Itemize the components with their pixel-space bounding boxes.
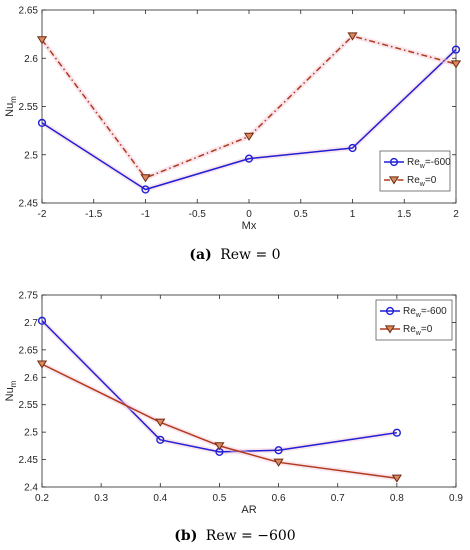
legend-marker-0 (389, 157, 399, 167)
y-tick-label: 2.55 (19, 102, 39, 113)
x-tick-label: 2 (453, 209, 459, 220)
series-1-point (36, 360, 48, 369)
legend-label-rest: =0 (421, 324, 433, 335)
series-0-point (37, 118, 47, 128)
y-axis-label-sub: m (9, 380, 18, 387)
legend-label-0: Rew=-600 (403, 306, 447, 319)
caption-b-letter: (b) (174, 528, 197, 544)
x-tick-label: 0.6 (272, 493, 286, 504)
x-tick-label: -0.5 (189, 209, 207, 220)
y-tick-label: 2.75 (19, 291, 39, 302)
series-1-point (140, 174, 151, 183)
x-tick-label: 1.5 (397, 209, 411, 220)
series-1-point (391, 474, 402, 483)
series-0-point (37, 316, 47, 325)
legend-marker-0 (385, 306, 395, 316)
x-tick-label: -1.5 (85, 209, 103, 220)
x-tick-label: 0.3 (94, 493, 108, 504)
y-tick-label: 2.6 (24, 54, 38, 65)
x-tick-label: -2 (38, 209, 47, 220)
series-1-point (214, 442, 225, 451)
legend-label-1: Rew=0 (403, 324, 433, 337)
series-0-point (156, 435, 165, 444)
legend-label-sub: w (415, 330, 422, 337)
legend-marker-1 (384, 325, 396, 334)
legend-box (375, 299, 453, 341)
legend-label-base: Re (403, 306, 416, 317)
legend-label-1: Rew=0 (407, 175, 437, 188)
x-axis-label: Mx (242, 220, 257, 232)
x-tick-label: 0 (246, 209, 252, 220)
x-tick-label: 0.8 (390, 493, 404, 504)
y-tick-label: 2.45 (19, 455, 39, 466)
x-tick-label: 0.5 (212, 493, 226, 504)
y-tick-label: 2.6 (24, 373, 38, 384)
legend-label-rest: =0 (425, 175, 437, 186)
y-tick-label: 2.4 (24, 483, 38, 494)
x-tick-label: 0.4 (153, 493, 167, 504)
legend-label-base: Re (403, 324, 416, 335)
caption-b: (b) Rew = −600 (174, 528, 295, 544)
chart-a: -2 -1.5 -1 -0.5 0 0.5 1 1.5 2 2.45 2.5 2.55 2.6 2.65 M… (4, 6, 462, 232)
legend-label-0: Rew=-600 (407, 157, 451, 170)
legend-label-sub: w (419, 181, 426, 188)
chart-b: 0.2 0.3 0.4 0.5 0.6 0.7 0.8 0.9 2.4 2.45 2.5 2.55 2.… (4, 291, 463, 517)
series-0-point (348, 143, 357, 153)
x-tick-label: 0.9 (449, 493, 463, 504)
x-tick-label: 0.2 (35, 493, 49, 504)
y-tick-label: 2.7 (24, 318, 38, 329)
series-0-line (41, 49, 457, 191)
y-tick-label: 2.55 (19, 400, 39, 411)
caption-b-text: Rew = −600 (206, 528, 296, 544)
y-axis-label: Num (4, 380, 18, 401)
y-tick-label: 2.65 (19, 6, 39, 17)
legend-label-rest: =-600 (421, 306, 447, 317)
y-tick-label: 2.5 (24, 150, 38, 161)
x-tick-label: 1 (350, 209, 356, 220)
y-tick-label: 2.5 (24, 428, 38, 439)
series-0-point (451, 45, 461, 54)
series-1-point (243, 132, 255, 141)
series-0-point (244, 154, 254, 163)
legend-box (379, 150, 451, 192)
y-axis-label: Num (4, 96, 18, 117)
y-axis-label-base: Nu (4, 387, 16, 401)
y-tick-label: 2.45 (19, 199, 39, 210)
series-0-point (141, 185, 150, 194)
x-tick-label: -1 (141, 209, 150, 220)
series-0-point (392, 428, 401, 437)
caption-a-text: Rew = 0 (220, 247, 280, 263)
series-1-point (450, 60, 462, 69)
y-tick-label: 2.65 (19, 345, 39, 356)
caption-a-letter: (a) (189, 247, 211, 263)
x-tick-label: 0.7 (331, 493, 345, 504)
legend-label-base: Re (407, 157, 420, 168)
series-0-point (274, 446, 283, 455)
legend-label-sub: w (415, 312, 422, 319)
series-1-point (155, 418, 166, 427)
series-1-point (273, 458, 284, 467)
y-axis-label-base: Nu (4, 103, 16, 117)
x-axis-label: AR (241, 504, 256, 516)
caption-a: (a) Rew = 0 (189, 247, 280, 263)
series-1-point (36, 36, 48, 45)
legend-marker-1 (388, 176, 400, 185)
y-axis-label-sub: m (9, 96, 18, 103)
x-tick-label: 0.5 (294, 209, 308, 220)
legend-label-sub: w (419, 163, 426, 170)
legend-label-base: Re (407, 175, 420, 186)
legend-label-rest: =-600 (425, 157, 451, 168)
series-1-point (347, 32, 358, 41)
series-0-line (41, 320, 397, 453)
